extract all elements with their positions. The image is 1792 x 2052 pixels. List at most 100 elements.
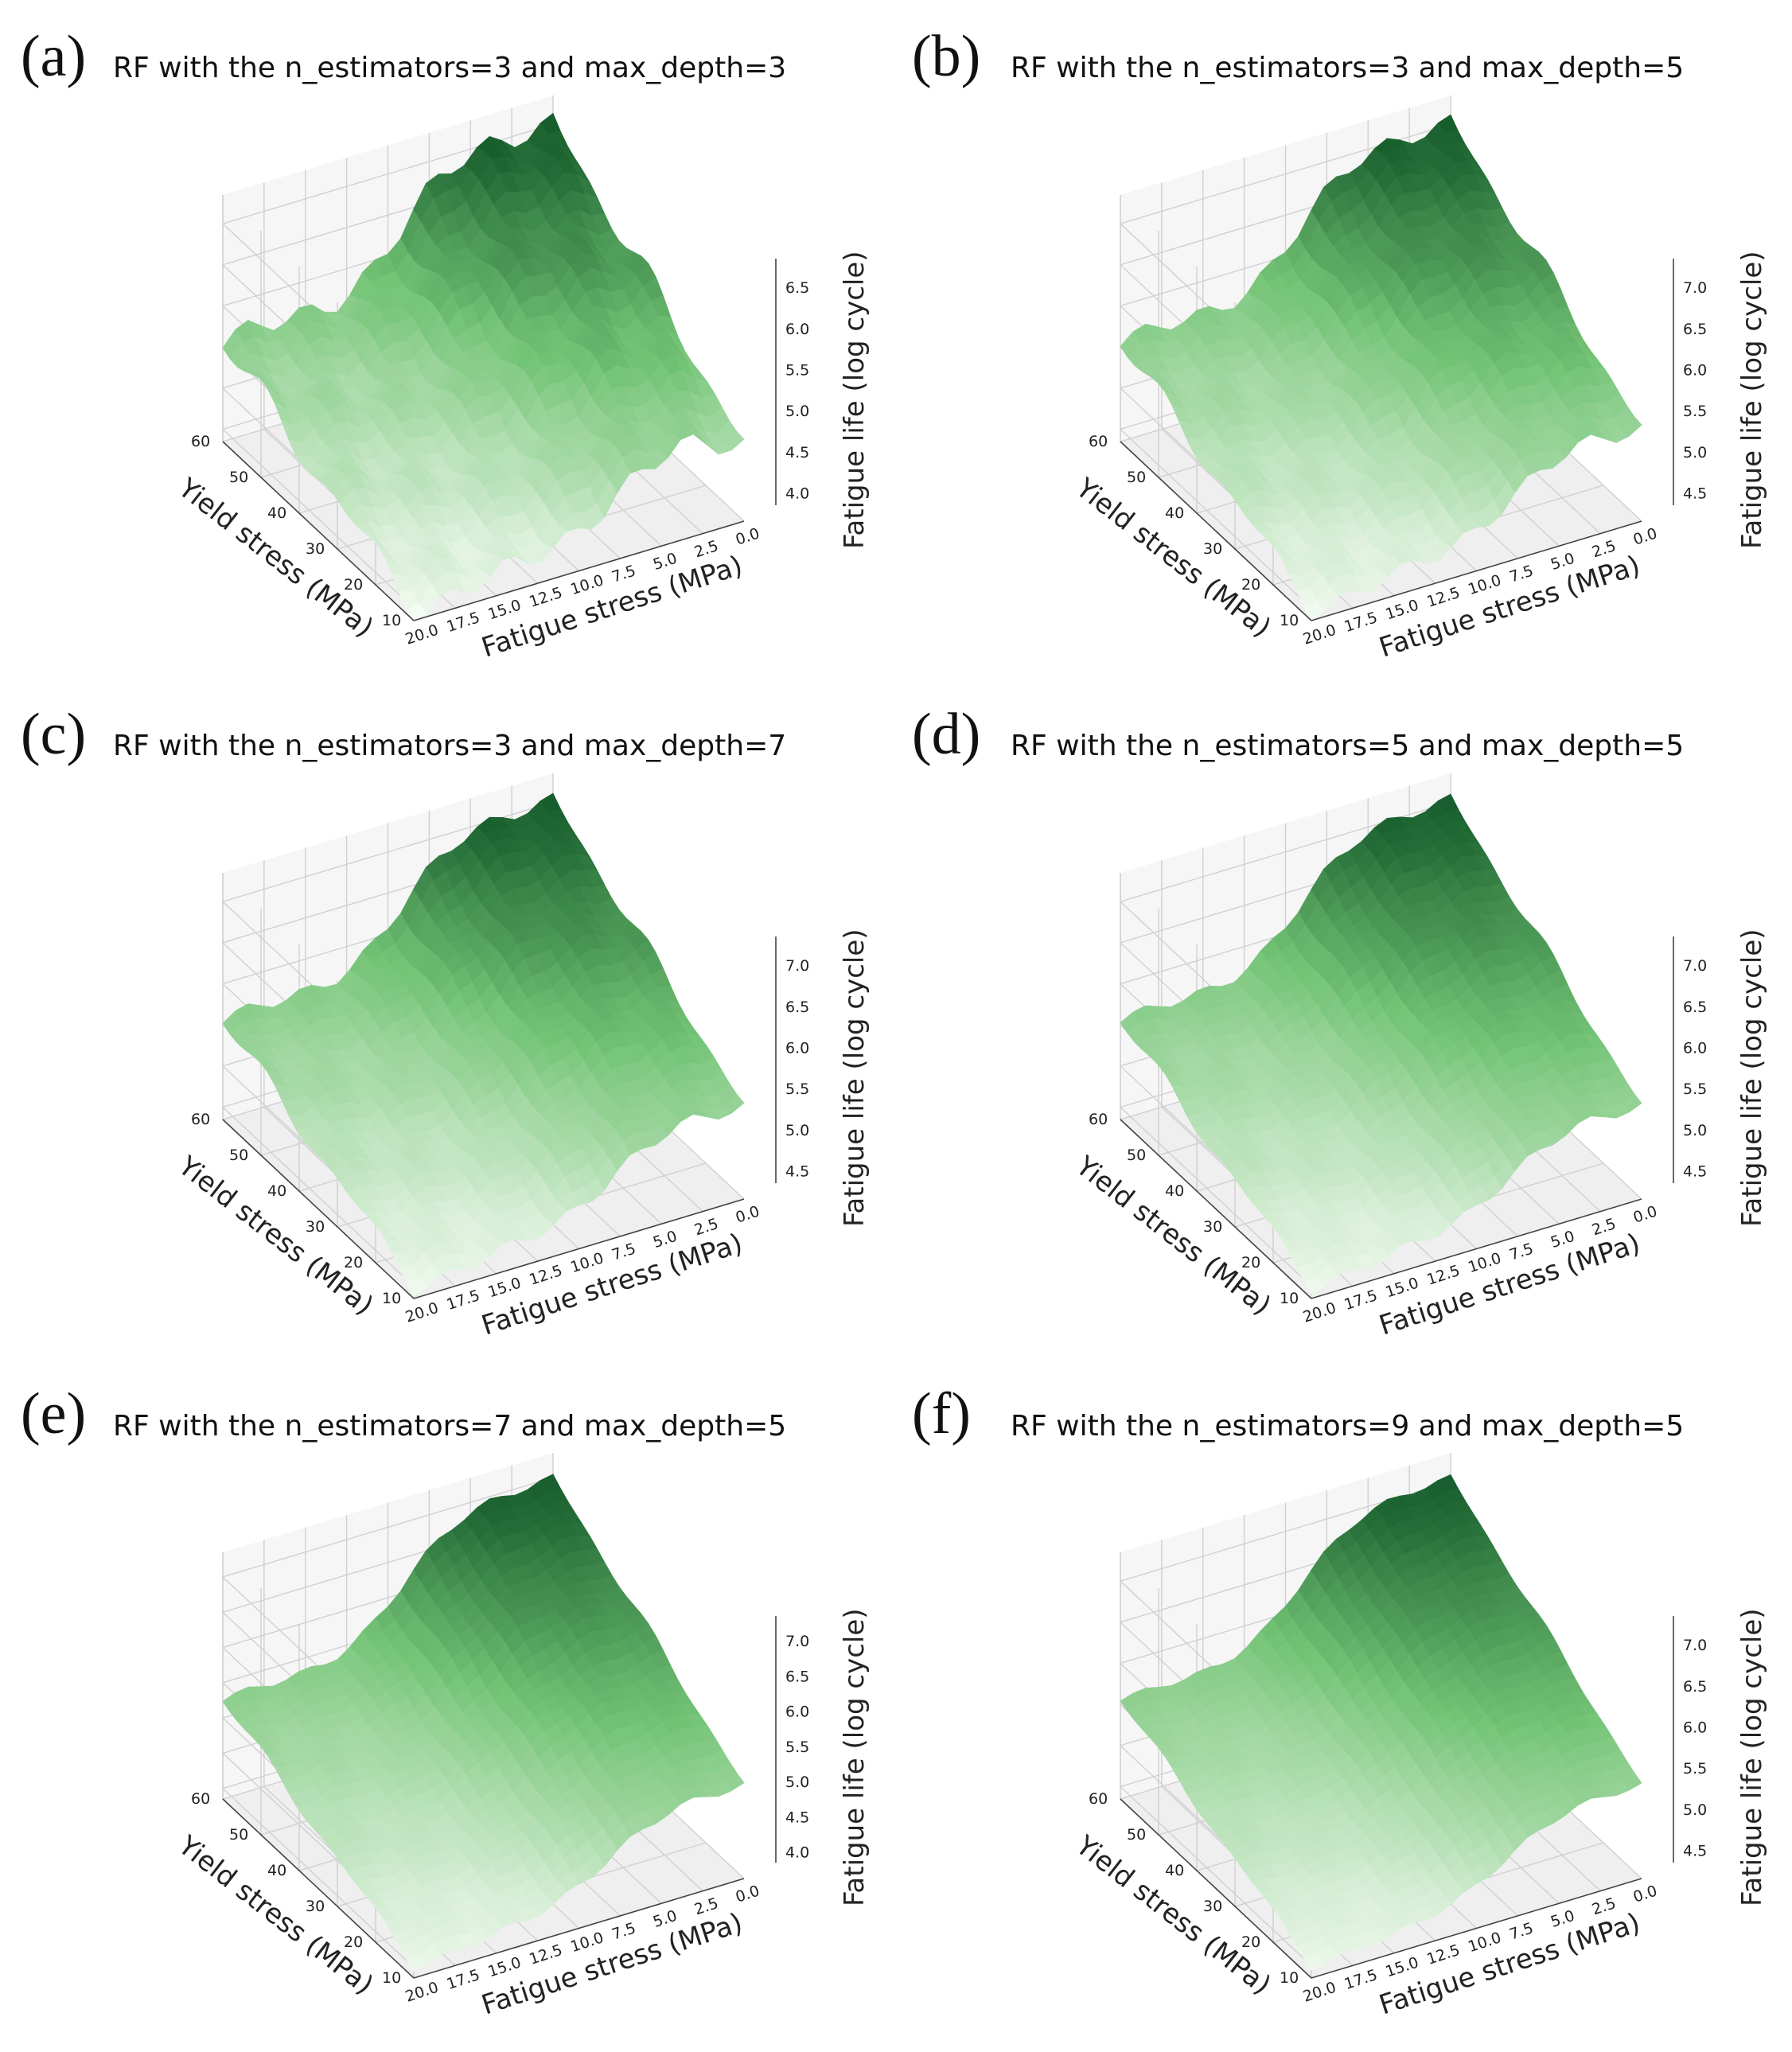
z-tick-label: 7.0 — [1683, 957, 1707, 975]
z-axis-label: Fatigue life (log cycle) — [839, 1608, 871, 1906]
panel-letter-e: (e) — [21, 1381, 87, 1447]
surface-patch — [406, 602, 427, 621]
y-tick-label: 10 — [1280, 612, 1299, 629]
z-tick-label: 5.5 — [1683, 1081, 1707, 1098]
y-tick-label: 20 — [1241, 1254, 1260, 1271]
z-axis-label: Fatigue life (log cycle) — [839, 929, 871, 1227]
z-tick-label: 6.0 — [1683, 1040, 1707, 1057]
y-tick-label: 30 — [306, 1898, 325, 1915]
x-tick-label: 15.0 — [485, 597, 523, 624]
y-tick-label: 20 — [344, 576, 363, 594]
y-tick-label: 40 — [1165, 1182, 1184, 1200]
panel-title-d: RF with the n_estimators=5 and max_depth… — [1011, 730, 1685, 762]
y-tick-label: 60 — [1089, 1111, 1108, 1128]
panel-title-c: RF with the n_estimators=3 and max_depth… — [113, 730, 787, 762]
panel-title-b: RF with the n_estimators=3 and max_depth… — [1011, 52, 1685, 84]
z-tick-label: 4.5 — [1683, 1843, 1707, 1860]
x-tick-label: 0.0 — [1631, 1202, 1660, 1226]
x-tick-label: 20.0 — [1301, 621, 1338, 648]
x-axis-line — [413, 1198, 745, 1299]
z-axis-label: Fatigue life (log cycle) — [1736, 929, 1768, 1227]
y-axis-line — [1120, 441, 1312, 621]
panel-title-e: RF with the n_estimators=7 and max_depth… — [113, 1410, 787, 1443]
z-tick-label: 5.5 — [785, 362, 809, 380]
x-tick-label: 17.5 — [1342, 609, 1380, 636]
x-tick-label: 17.5 — [1342, 1287, 1380, 1314]
y-tick-label: 50 — [229, 1826, 248, 1844]
x-tick-label: 15.0 — [1383, 1275, 1420, 1302]
y-tick-label: 50 — [1127, 469, 1146, 486]
panel-letter-a: (a) — [21, 24, 87, 89]
x-tick-label: 15.0 — [1383, 597, 1420, 624]
z-tick-label: 5.0 — [785, 403, 809, 420]
z-tick-label: 5.0 — [1683, 1122, 1707, 1139]
z-tick-label: 5.0 — [1683, 1801, 1707, 1819]
x-axis-line — [413, 520, 745, 621]
z-tick-label: 6.0 — [785, 321, 809, 338]
chart-panel-c: 0.02.55.07.510.012.515.017.520.010203040… — [172, 773, 871, 1342]
z-tick-label: 4.0 — [785, 485, 809, 503]
z-tick-label: 7.0 — [1683, 1637, 1707, 1654]
panel-letter-d: (d) — [912, 702, 981, 767]
y-tick-label: 50 — [1127, 1826, 1146, 1844]
panel-letter-c: (c) — [21, 702, 87, 767]
panel-letter-f: (f) — [912, 1381, 971, 1447]
y-tick-label: 50 — [229, 1147, 248, 1164]
x-tick-label: 20.0 — [403, 621, 441, 648]
z-tick-label: 6.5 — [1683, 999, 1707, 1016]
z-tick-label: 5.5 — [1683, 1760, 1707, 1777]
x-tick-label: 0.0 — [734, 1202, 762, 1226]
z-tick-label: 6.0 — [1683, 1719, 1707, 1737]
z-tick-label: 5.0 — [1683, 444, 1707, 461]
y-tick-label: 10 — [1280, 1290, 1299, 1307]
x-tick-label: 15.0 — [1383, 1954, 1420, 1981]
z-tick-label: 6.0 — [1683, 362, 1707, 380]
z-tick-label: 5.5 — [1683, 403, 1707, 420]
z-axis-label: Fatigue life (log cycle) — [1736, 251, 1768, 549]
z-tick-label: 7.0 — [785, 1633, 809, 1650]
z-tick-label: 7.0 — [785, 957, 809, 975]
x-tick-label: 17.5 — [445, 609, 482, 636]
surface-patch — [406, 1277, 427, 1297]
y-tick-label: 10 — [1280, 1969, 1299, 1987]
y-tick-label: 40 — [1165, 504, 1184, 522]
y-tick-label: 30 — [306, 1218, 325, 1236]
y-tick-label: 50 — [229, 469, 248, 486]
y-tick-label: 60 — [1089, 1790, 1108, 1808]
y-tick-label: 20 — [1241, 1933, 1260, 1951]
z-tick-label: 4.0 — [785, 1844, 809, 1862]
y-tick-label: 60 — [191, 1790, 210, 1808]
z-tick-label: 4.5 — [1683, 485, 1707, 503]
z-tick-label: 5.0 — [785, 1122, 809, 1139]
x-tick-label: 20.0 — [1301, 1979, 1338, 2006]
z-axis-label: Fatigue life (log cycle) — [839, 251, 871, 549]
chart-panel-f: 0.02.55.07.510.012.515.017.520.010203040… — [1069, 1453, 1768, 2022]
y-tick-label: 10 — [382, 1290, 401, 1307]
x-tick-label: 20.0 — [403, 1299, 441, 1326]
x-axis-line — [1311, 520, 1642, 621]
x-tick-label: 20.0 — [403, 1979, 441, 2006]
surface-patch — [1303, 600, 1325, 621]
z-tick-label: 4.5 — [785, 444, 809, 461]
chart-panel-d: 0.02.55.07.510.012.515.017.520.010203040… — [1069, 773, 1768, 1342]
y-tick-label: 60 — [1089, 433, 1108, 450]
z-tick-label: 6.5 — [785, 1668, 809, 1685]
y-tick-label: 20 — [344, 1254, 363, 1271]
x-tick-label: 15.0 — [485, 1275, 523, 1302]
y-tick-label: 60 — [191, 1111, 210, 1128]
y-axis-line — [222, 441, 415, 621]
x-tick-label: 0.0 — [1631, 524, 1660, 548]
x-tick-label: 0.0 — [734, 1882, 762, 1906]
y-tick-label: 30 — [306, 540, 325, 558]
chart-panel-a: 0.02.55.07.510.012.515.017.520.010203040… — [172, 95, 871, 664]
z-tick-label: 7.0 — [1683, 279, 1707, 297]
z-tick-label: 4.5 — [785, 1163, 809, 1181]
panel-title-f: RF with the n_estimators=9 and max_depth… — [1011, 1410, 1685, 1443]
chart-panel-b: 0.02.55.07.510.012.515.017.520.010203040… — [1069, 95, 1768, 664]
chart-panel-e: 0.02.55.07.510.012.515.017.520.010203040… — [172, 1453, 871, 2022]
x-tick-label: 17.5 — [445, 1966, 482, 1993]
z-tick-label: 6.5 — [1683, 1678, 1707, 1696]
y-tick-label: 50 — [1127, 1147, 1146, 1164]
